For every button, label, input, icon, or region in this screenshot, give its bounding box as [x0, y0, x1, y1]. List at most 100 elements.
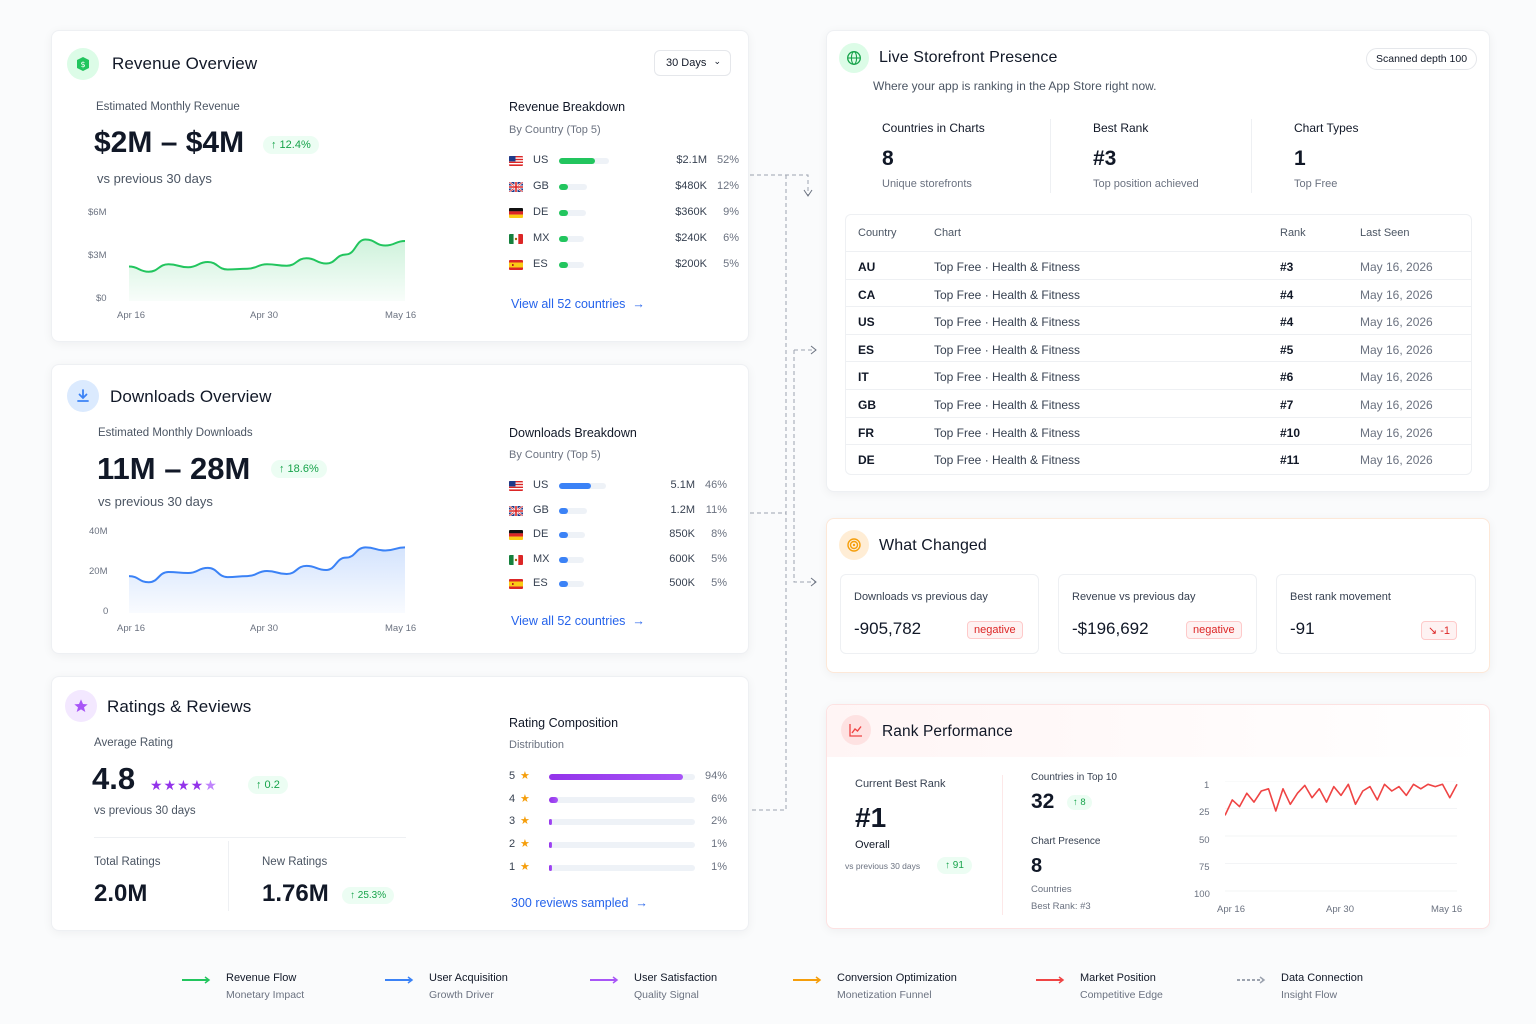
stat-label: Countries in Charts	[882, 121, 985, 135]
table-row[interactable]: FR Top Free · Health & Fitness #10 May 16, …	[846, 416, 1471, 444]
current-best-rank-sub: Overall	[855, 839, 890, 851]
current-best-rank-label: Current Best Rank	[855, 778, 946, 790]
breakdown-percent: 11%	[705, 503, 727, 516]
downloads-breakdown-title: Downloads Breakdown	[509, 426, 637, 440]
share-bar-fill	[549, 819, 552, 826]
breakdown-value: 5.1M	[670, 479, 695, 491]
stat-label: Chart Types	[1294, 121, 1359, 135]
target-icon	[839, 530, 869, 560]
storefront-table: Country Chart Rank Last Seen AU Top Free …	[845, 214, 1472, 475]
country-code: US	[533, 154, 549, 166]
breakdown-value: $360K	[675, 206, 707, 218]
downloads-y-tick: 0	[103, 606, 109, 617]
change-value: -$196,692	[1072, 619, 1149, 638]
revenue-overview-card: $ Revenue Overview 30 Days ⌄ Estimated M…	[51, 30, 749, 342]
average-rating-value: 4.8	[92, 761, 136, 796]
area-fill	[129, 239, 405, 301]
view-all-countries-link[interactable]: View all 52 countries →	[511, 614, 645, 628]
stat-sub: Top position achieved	[1093, 178, 1199, 190]
star-level: 5	[509, 770, 516, 782]
legend-title: User Acquisition	[429, 972, 508, 984]
table-row[interactable]: US Top Free · Health & Fitness #4 May 16, 2…	[846, 306, 1471, 333]
arrow-right-icon: →	[628, 614, 645, 628]
share-bar-track	[559, 483, 606, 489]
revenue-change-card: Revenue vs previous day -$196,692 negati…	[1058, 574, 1257, 654]
share-bar-track	[549, 819, 695, 826]
table-row[interactable]: DE Top Free · Health & Fitness #11 May 16, …	[846, 444, 1471, 471]
country-code: GB	[533, 503, 549, 516]
country-code: DE	[533, 206, 549, 218]
area-fill	[129, 547, 405, 613]
share-bar-fill	[559, 483, 591, 489]
legend-item: Conversion Optimization Monetization Funn…	[793, 972, 993, 1006]
stat-label: Best Rank	[1093, 121, 1149, 135]
downloads-compare: vs previous 30 days	[98, 494, 213, 509]
star-icon: ★	[520, 770, 530, 782]
star-level: 1	[509, 860, 516, 873]
breakdown-value: $240K	[675, 232, 707, 244]
share-bar-fill	[549, 842, 552, 849]
rating-row: 4 ★ 6%	[509, 793, 727, 809]
country-code: DE	[533, 528, 549, 541]
share-bar-track	[559, 184, 588, 190]
share-bar-fill	[559, 507, 568, 514]
downloads-metric-label: Estimated Monthly Downloads	[98, 427, 253, 439]
share-bar-fill	[559, 532, 568, 539]
new-ratings-change-badge: ↑ 25.3%	[342, 887, 395, 904]
revenue-y-tick: $0	[96, 293, 107, 304]
legend-subtitle: Competitive Edge	[1080, 989, 1163, 1001]
share-bar-fill	[559, 184, 568, 190]
stat-value: 1	[1294, 147, 1306, 170]
negative-badge: negative	[1186, 621, 1242, 639]
legend-title: Conversion Optimization	[837, 972, 957, 984]
stat-divider	[1251, 119, 1252, 193]
stat-best-rank: Best Rank #3 Top position achieved	[1093, 119, 1273, 190]
breakdown-row: GB 1.2M 11%	[509, 504, 727, 520]
period-dropdown[interactable]: 30 Days ⌄	[654, 50, 731, 76]
rating-composition-title: Rating Composition	[509, 716, 619, 730]
col-last-seen: Last Seen	[1360, 227, 1410, 239]
row-rank: #4	[1280, 287, 1294, 302]
revenue-breakdown-subtitle: By Country (Top 5)	[509, 124, 601, 136]
storefront-subtitle: Where your app is ranking in the App Sto…	[873, 79, 1157, 93]
breakdown-value: 500K	[669, 577, 695, 590]
share-bar-track	[559, 158, 610, 164]
row-rank: #10	[1280, 425, 1301, 440]
share-bar-track	[559, 507, 587, 514]
legend-subtitle: Quality Signal	[634, 989, 699, 1001]
row-country: ES	[858, 342, 875, 357]
table-row[interactable]: AU Top Free · Health & Fitness #3 May 16, 2…	[846, 251, 1471, 278]
star-level: 2	[509, 838, 516, 851]
view-all-countries-link[interactable]: View all 52 countries →	[511, 297, 645, 311]
legend-title: Data Connection	[1281, 972, 1363, 984]
globe-icon	[839, 43, 869, 73]
share-bar-track	[559, 236, 585, 242]
share-bar-fill	[559, 158, 595, 164]
downloads-x-tick: Apr 30	[250, 623, 278, 634]
row-last-seen: May 16, 2026	[1360, 398, 1433, 412]
breakdown-percent: 9%	[723, 206, 739, 218]
table-row[interactable]: GB Top Free · Health & Fitness #7 May 16, 2…	[846, 389, 1471, 416]
row-rank: #5	[1280, 342, 1294, 357]
downloads-title: Downloads Overview	[110, 387, 272, 406]
breakdown-row: MX $240K 6%	[509, 232, 739, 248]
reviews-sampled-link[interactable]: 300 reviews sampled →	[511, 896, 648, 910]
revenue-title: Revenue Overview	[112, 54, 258, 73]
storefront-presence-card: Live Storefront Presence Where your app …	[826, 30, 1490, 492]
total-ratings-label: Total Ratings	[94, 856, 161, 868]
table-row[interactable]: IT Top Free · Health & Fitness #6 May 16, 2…	[846, 361, 1471, 388]
rating-row: 3 ★ 2%	[509, 815, 727, 831]
rating-percent: 1%	[711, 860, 727, 873]
star-icon: ★	[520, 792, 530, 805]
breakdown-value: 1.2M	[670, 503, 695, 516]
change-value: -905,782	[854, 619, 922, 638]
star-level: 4	[509, 792, 516, 805]
breakdown-row: DE 850K 8%	[509, 528, 727, 544]
table-row[interactable]: CA Top Free · Health & Fitness #4 May 16, 2…	[846, 278, 1471, 306]
rating-percent: 6%	[711, 792, 727, 805]
what-changed-title: What Changed	[879, 537, 987, 554]
legend-arrow-icon	[1036, 976, 1065, 984]
downloads-overview-card: Downloads Overview Estimated Monthly Dow…	[51, 364, 749, 654]
table-row[interactable]: ES Top Free · Health & Fitness #5 May 16, 2…	[846, 333, 1471, 361]
downloads-breakdown-list: US 5.1M 46% GB 1.2M 11% DE 850K 8% MX 600K 5% ES 500K…	[509, 479, 727, 604]
